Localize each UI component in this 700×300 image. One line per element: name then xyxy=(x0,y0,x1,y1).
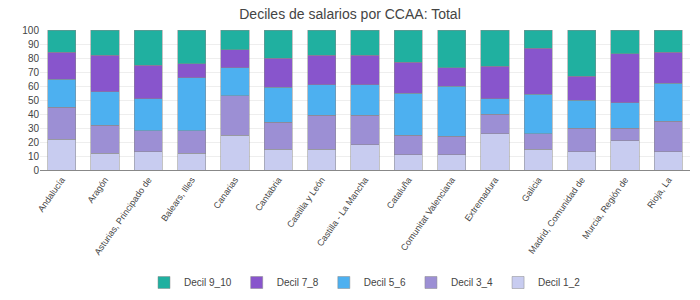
svg-text:20: 20 xyxy=(28,137,40,148)
svg-text:Madrid, Comunidad de: Madrid, Comunidad de xyxy=(527,175,587,255)
svg-text:Castilla - La Mancha: Castilla - La Mancha xyxy=(315,175,370,248)
svg-text:30: 30 xyxy=(28,123,40,134)
svg-text:Cataluña: Cataluña xyxy=(385,175,414,210)
svg-text:Andalucía: Andalucía xyxy=(36,175,67,214)
svg-text:Canarias: Canarias xyxy=(211,175,240,211)
svg-text:60: 60 xyxy=(28,81,40,92)
svg-text:Balears, Illes: Balears, Illes xyxy=(159,175,197,223)
svg-text:80: 80 xyxy=(28,53,40,64)
svg-text:Asturias, Principado de: Asturias, Principado de xyxy=(92,175,153,257)
svg-text:Decil 3_4: Decil 3_4 xyxy=(451,277,493,288)
svg-text:70: 70 xyxy=(28,67,40,78)
svg-text:50: 50 xyxy=(28,95,40,106)
svg-text:Murcia, Región de: Murcia, Región de xyxy=(580,175,630,241)
svg-text:Comunitat Valenciana: Comunitat Valenciana xyxy=(399,175,457,252)
svg-text:90: 90 xyxy=(28,39,40,50)
svg-text:Galicia: Galicia xyxy=(520,175,544,203)
svg-text:Cantabria: Cantabria xyxy=(253,175,284,213)
svg-text:Decil 9_10: Decil 9_10 xyxy=(184,277,232,288)
svg-text:Aragón: Aragón xyxy=(85,175,110,205)
svg-text:Rioja, La: Rioja, La xyxy=(645,175,674,210)
svg-text:Decil 7_8: Decil 7_8 xyxy=(277,277,319,288)
svg-text:100: 100 xyxy=(22,25,39,36)
svg-text:40: 40 xyxy=(28,109,40,120)
svg-text:Decil 1_2: Decil 1_2 xyxy=(538,277,580,288)
svg-text:Extremadura: Extremadura xyxy=(463,175,501,223)
svg-text:0: 0 xyxy=(33,165,39,176)
svg-text:Decil 5_6: Decil 5_6 xyxy=(364,277,406,288)
svg-text:10: 10 xyxy=(28,151,40,162)
svg-text:Castilla y León: Castilla y León xyxy=(285,175,327,229)
svg-text:Deciles de salarios por CCAA:: Deciles de salarios por CCAA: Total xyxy=(239,6,461,22)
